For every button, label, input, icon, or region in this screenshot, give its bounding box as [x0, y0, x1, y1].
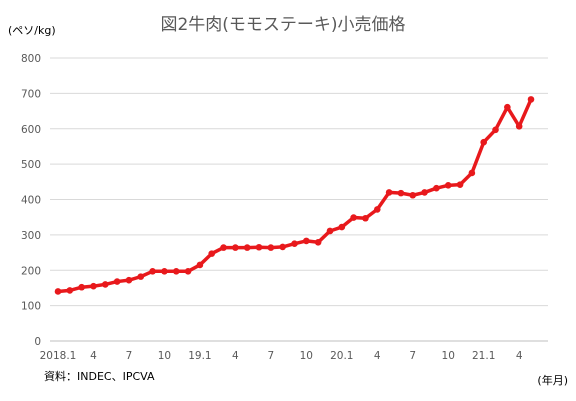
chart-title: 図2牛肉(モモステーキ)小売価格: [160, 15, 405, 35]
x-tick-label: 7: [268, 350, 275, 362]
x-tick-label: 7: [126, 350, 133, 362]
y-tick-label: 600: [21, 124, 41, 136]
data-point: [326, 227, 334, 235]
data-point: [208, 250, 216, 257]
y-tick-label: 200: [21, 265, 41, 277]
x-tick-label: 21.1: [472, 350, 495, 362]
x-tick-label: 10: [300, 350, 313, 362]
data-point: [184, 268, 192, 275]
data-point: [255, 243, 263, 251]
y-tick-label: 100: [21, 301, 41, 313]
data-point: [279, 243, 286, 251]
data-point: [303, 237, 310, 245]
data-point: [456, 181, 464, 188]
data-point: [444, 182, 452, 189]
data-point: [397, 189, 405, 197]
data-point: [54, 288, 62, 295]
data-point: [291, 240, 298, 248]
gridlines: [50, 57, 548, 342]
data-point: [385, 189, 393, 196]
data-point: [504, 103, 511, 111]
series-line-path: [56, 97, 533, 294]
data-point: [149, 268, 156, 275]
x-tick-label: 10: [158, 350, 171, 362]
x-tick-label: 7: [409, 350, 416, 362]
data-point: [515, 122, 523, 130]
x-tick-label: 4: [374, 350, 381, 362]
data-point: [90, 282, 97, 290]
data-point: [421, 189, 428, 196]
data-point: [373, 206, 381, 213]
data-point: [409, 191, 417, 199]
data-point: [338, 223, 346, 231]
y-tick-label: 300: [21, 230, 41, 242]
y-tick-label: 500: [21, 159, 41, 171]
data-point: [102, 281, 109, 288]
x-tick-label: 10: [442, 350, 455, 362]
y-axis-ticks: 0 100 200 300 400 500 600 700 800: [21, 53, 41, 348]
data-point: [527, 96, 535, 103]
data-point: [125, 276, 133, 284]
data-point: [137, 273, 145, 280]
data-point: [362, 214, 369, 222]
data-point: [78, 283, 85, 291]
x-tick-label: 4: [516, 350, 523, 362]
data-point: [433, 184, 440, 192]
data-point: [480, 138, 488, 146]
y-tick-label: 700: [21, 88, 41, 100]
x-tick-label: 4: [232, 350, 239, 362]
source-note: 資料：INDEC、IPCVA: [44, 369, 155, 383]
y-tick-label: 800: [21, 53, 41, 65]
data-point: [232, 244, 239, 251]
y-tick-label: 400: [21, 195, 41, 207]
data-point: [468, 169, 476, 177]
x-axis-ticks: 2018.1 4 7 10 19.1 4 7 10 20.1 4 7 10 21.1 4: [40, 350, 523, 362]
y-axis-unit-label: (ペソ/kg): [8, 24, 56, 37]
x-tick-label: 20.1: [330, 350, 353, 362]
data-point: [220, 244, 227, 251]
y-tick-label: 0: [34, 336, 41, 348]
data-point: [113, 278, 121, 285]
data-point: [314, 239, 322, 246]
data-point: [350, 214, 357, 221]
x-tick-label: 19.1: [188, 350, 211, 362]
data-point: [172, 268, 180, 275]
x-tick-label: 4: [90, 350, 97, 362]
x-tick-label: 2018.1: [40, 350, 77, 362]
x-axis-unit-label: (年月): [537, 373, 568, 387]
data-point: [267, 244, 275, 251]
series-line: [54, 96, 535, 295]
data-point: [196, 261, 204, 269]
data-point: [161, 268, 168, 275]
data-point: [492, 126, 499, 134]
data-point: [243, 244, 251, 251]
data-point: [66, 287, 74, 294]
